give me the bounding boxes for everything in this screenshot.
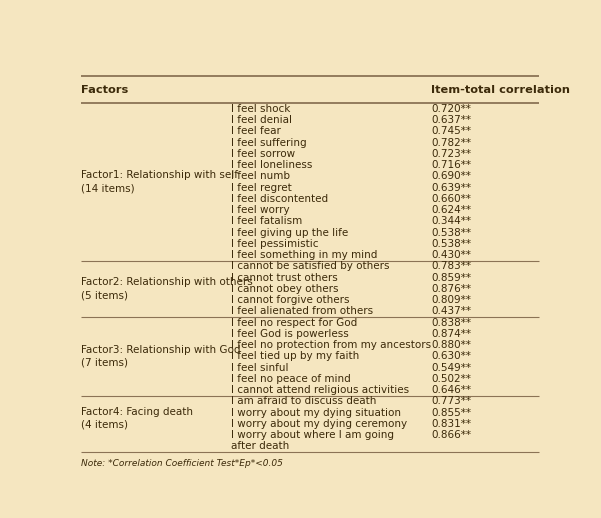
Text: I feel shock: I feel shock <box>231 104 290 114</box>
Text: 0.538**: 0.538** <box>432 239 471 249</box>
Text: I feel suffering: I feel suffering <box>231 138 307 148</box>
Text: Factor2: Relationship with others
(5 items): Factor2: Relationship with others (5 ite… <box>81 277 252 300</box>
Text: 0.866**: 0.866** <box>432 430 471 440</box>
Text: 0.723**: 0.723** <box>432 149 471 159</box>
Text: 0.502**: 0.502** <box>432 374 471 384</box>
Text: I cannot forgive others: I cannot forgive others <box>231 295 350 305</box>
Text: 0.690**: 0.690** <box>432 171 471 181</box>
Text: I feel alienated from others: I feel alienated from others <box>231 306 373 316</box>
Text: 0.880**: 0.880** <box>432 340 471 350</box>
Text: I feel pessimistic: I feel pessimistic <box>231 239 319 249</box>
Text: Factor1: Relationship with self
(14 items): Factor1: Relationship with self (14 item… <box>81 170 238 194</box>
Text: Factor4: Facing death
(4 items): Factor4: Facing death (4 items) <box>81 407 193 430</box>
Text: I feel no peace of mind: I feel no peace of mind <box>231 374 351 384</box>
Text: I feel giving up the life: I feel giving up the life <box>231 227 349 238</box>
Text: 0.782**: 0.782** <box>432 138 471 148</box>
Text: I feel discontented: I feel discontented <box>231 194 328 204</box>
Text: Note: *Correlation Coefficient Test*Ep*<0.05: Note: *Correlation Coefficient Test*Ep*<… <box>81 459 282 468</box>
Text: 0.624**: 0.624** <box>432 205 471 215</box>
Text: Factors: Factors <box>81 84 128 95</box>
Text: 0.745**: 0.745** <box>432 126 471 136</box>
Text: I cannot trust others: I cannot trust others <box>231 272 338 283</box>
Text: Factor3: Relationship with God
(7 items): Factor3: Relationship with God (7 items) <box>81 344 240 368</box>
Text: 0.838**: 0.838** <box>432 318 471 327</box>
Text: Item-total correlation: Item-total correlation <box>432 84 570 95</box>
Text: I am afraid to discuss death: I am afraid to discuss death <box>231 396 377 406</box>
Text: I feel sorrow: I feel sorrow <box>231 149 295 159</box>
Text: 0.646**: 0.646** <box>432 385 471 395</box>
Text: I worry about my dying situation: I worry about my dying situation <box>231 408 401 418</box>
Text: 0.344**: 0.344** <box>432 217 471 226</box>
Text: 0.783**: 0.783** <box>432 262 471 271</box>
Text: after death: after death <box>231 441 290 451</box>
Text: I feel God is powerless: I feel God is powerless <box>231 329 349 339</box>
Text: 0.660**: 0.660** <box>432 194 471 204</box>
Text: 0.773**: 0.773** <box>432 396 471 406</box>
Text: I feel fatalism: I feel fatalism <box>231 217 302 226</box>
Text: 0.437**: 0.437** <box>432 306 471 316</box>
Text: I cannot be satisfied by others: I cannot be satisfied by others <box>231 262 389 271</box>
Text: 0.549**: 0.549** <box>432 363 471 372</box>
Text: 0.538**: 0.538** <box>432 227 471 238</box>
Text: 0.430**: 0.430** <box>432 250 471 260</box>
Text: I worry about my dying ceremony: I worry about my dying ceremony <box>231 419 407 429</box>
Text: 0.859**: 0.859** <box>432 272 471 283</box>
Text: I feel numb: I feel numb <box>231 171 290 181</box>
Text: I cannot attend religious activities: I cannot attend religious activities <box>231 385 409 395</box>
Text: I worry about where I am going: I worry about where I am going <box>231 430 394 440</box>
Text: I feel worry: I feel worry <box>231 205 290 215</box>
Text: I feel sinful: I feel sinful <box>231 363 288 372</box>
Text: 0.855**: 0.855** <box>432 408 471 418</box>
Text: 0.639**: 0.639** <box>432 183 471 193</box>
Text: I feel no respect for God: I feel no respect for God <box>231 318 358 327</box>
Text: 0.831**: 0.831** <box>432 419 471 429</box>
Text: 0.874**: 0.874** <box>432 329 471 339</box>
Text: I feel tied up by my faith: I feel tied up by my faith <box>231 351 359 362</box>
Text: 0.876**: 0.876** <box>432 284 471 294</box>
Text: I feel denial: I feel denial <box>231 115 292 125</box>
Text: 0.637**: 0.637** <box>432 115 471 125</box>
Text: 0.720**: 0.720** <box>432 104 471 114</box>
Text: I feel something in my mind: I feel something in my mind <box>231 250 377 260</box>
Text: I feel loneliness: I feel loneliness <box>231 160 313 170</box>
Text: I feel fear: I feel fear <box>231 126 281 136</box>
Text: I feel no protection from my ancestors: I feel no protection from my ancestors <box>231 340 432 350</box>
Text: 0.630**: 0.630** <box>432 351 471 362</box>
Text: I feel regret: I feel regret <box>231 183 292 193</box>
Text: I cannot obey others: I cannot obey others <box>231 284 338 294</box>
Text: 0.716**: 0.716** <box>432 160 471 170</box>
Text: 0.809**: 0.809** <box>432 295 471 305</box>
